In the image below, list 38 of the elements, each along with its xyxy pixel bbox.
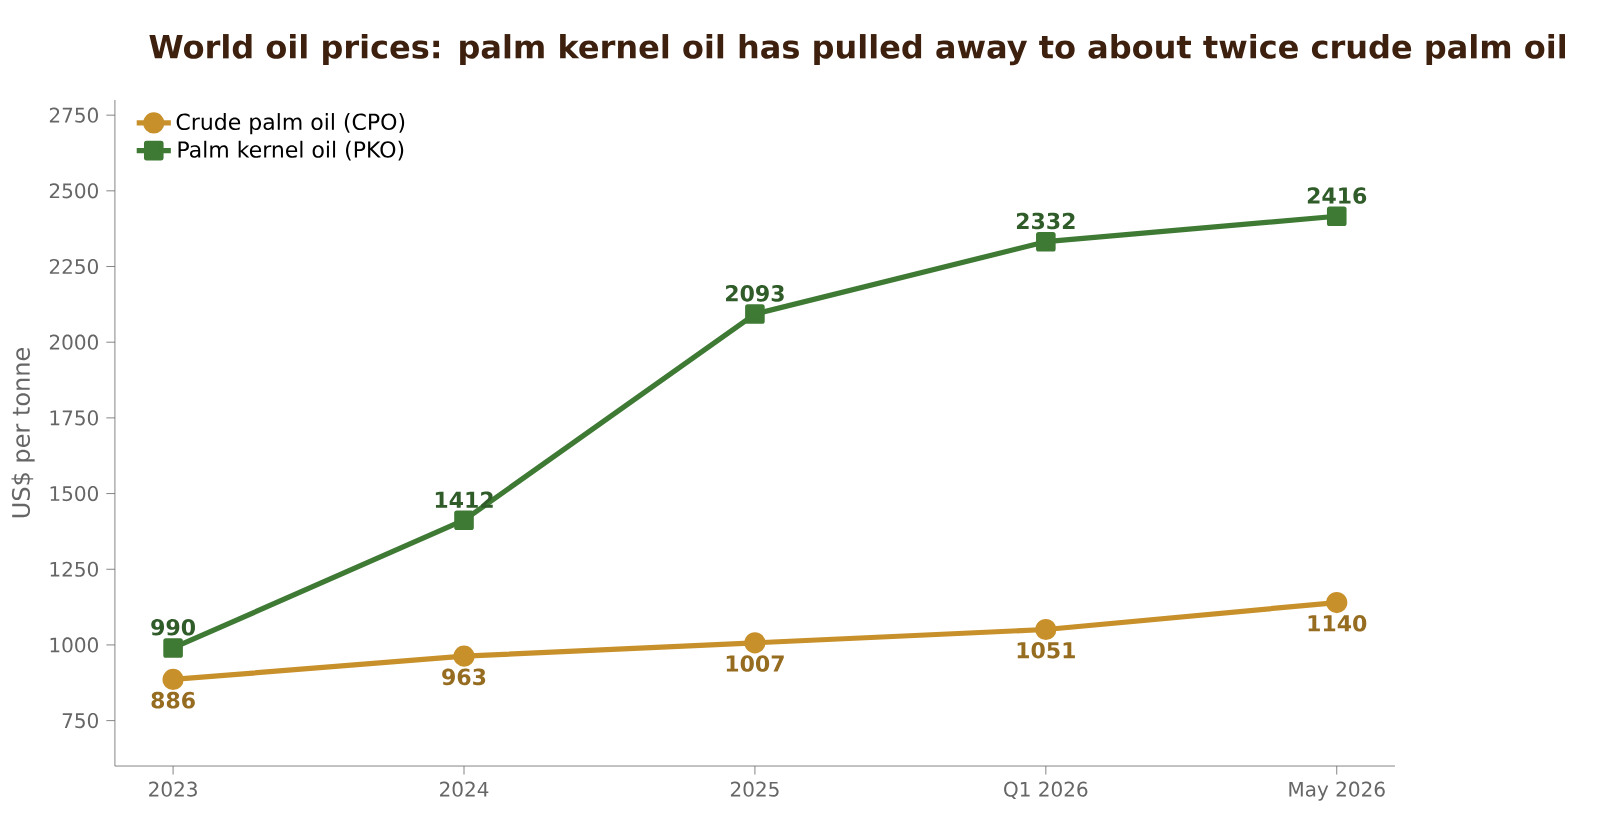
data-label: 2332 <box>1016 212 1075 230</box>
point <box>1326 206 1347 227</box>
x-tick-label: 2024 <box>440 781 489 797</box>
point <box>1326 591 1348 614</box>
point <box>745 304 765 324</box>
point <box>744 632 766 654</box>
y-tick-label: 1750 <box>50 410 98 426</box>
point <box>453 645 475 667</box>
point <box>163 638 183 658</box>
y-tick-label: 1250 <box>50 561 98 577</box>
y-tick-label: 2500 <box>49 183 98 199</box>
data-label: 1007 <box>726 655 784 672</box>
legend-label: Palm kernel oil (PKO) <box>178 140 404 161</box>
y-tick-label: 750 <box>62 713 98 729</box>
data-label: 1140 <box>1308 614 1367 632</box>
y-tick-label: 2750 <box>49 107 98 123</box>
y-tick-label: 1000 <box>50 637 98 653</box>
y-tick-label: 2000 <box>49 334 98 350</box>
y-axis-title: US$ per tonne <box>11 348 35 518</box>
y-tick-label: 2250 <box>49 258 98 275</box>
x-tick-label: Q1 2026 <box>1004 781 1088 800</box>
data-label: 990 <box>151 618 195 636</box>
data-label: 963 <box>442 668 486 686</box>
chart-title: World oil prices: palm kernel oil has pulled away to about twice crude palm oil <box>149 34 1566 66</box>
data-label: 2416 <box>1307 187 1367 204</box>
data-label: 886 <box>151 691 195 709</box>
point <box>454 510 474 531</box>
data-label: 2093 <box>726 285 784 302</box>
data-label: 1051 <box>1017 641 1075 659</box>
legend-label: Crude palm oil (CPO) <box>176 113 405 135</box>
y-tick-label: 1500 <box>50 485 98 502</box>
x-tick-label: May 2026 <box>1289 781 1385 801</box>
x-tick-label: 2023 <box>149 781 197 797</box>
point <box>162 668 184 691</box>
data-label: 1412 <box>435 491 493 508</box>
point <box>1035 618 1057 641</box>
x-tick-label: 2025 <box>730 781 779 797</box>
point <box>1036 231 1056 252</box>
